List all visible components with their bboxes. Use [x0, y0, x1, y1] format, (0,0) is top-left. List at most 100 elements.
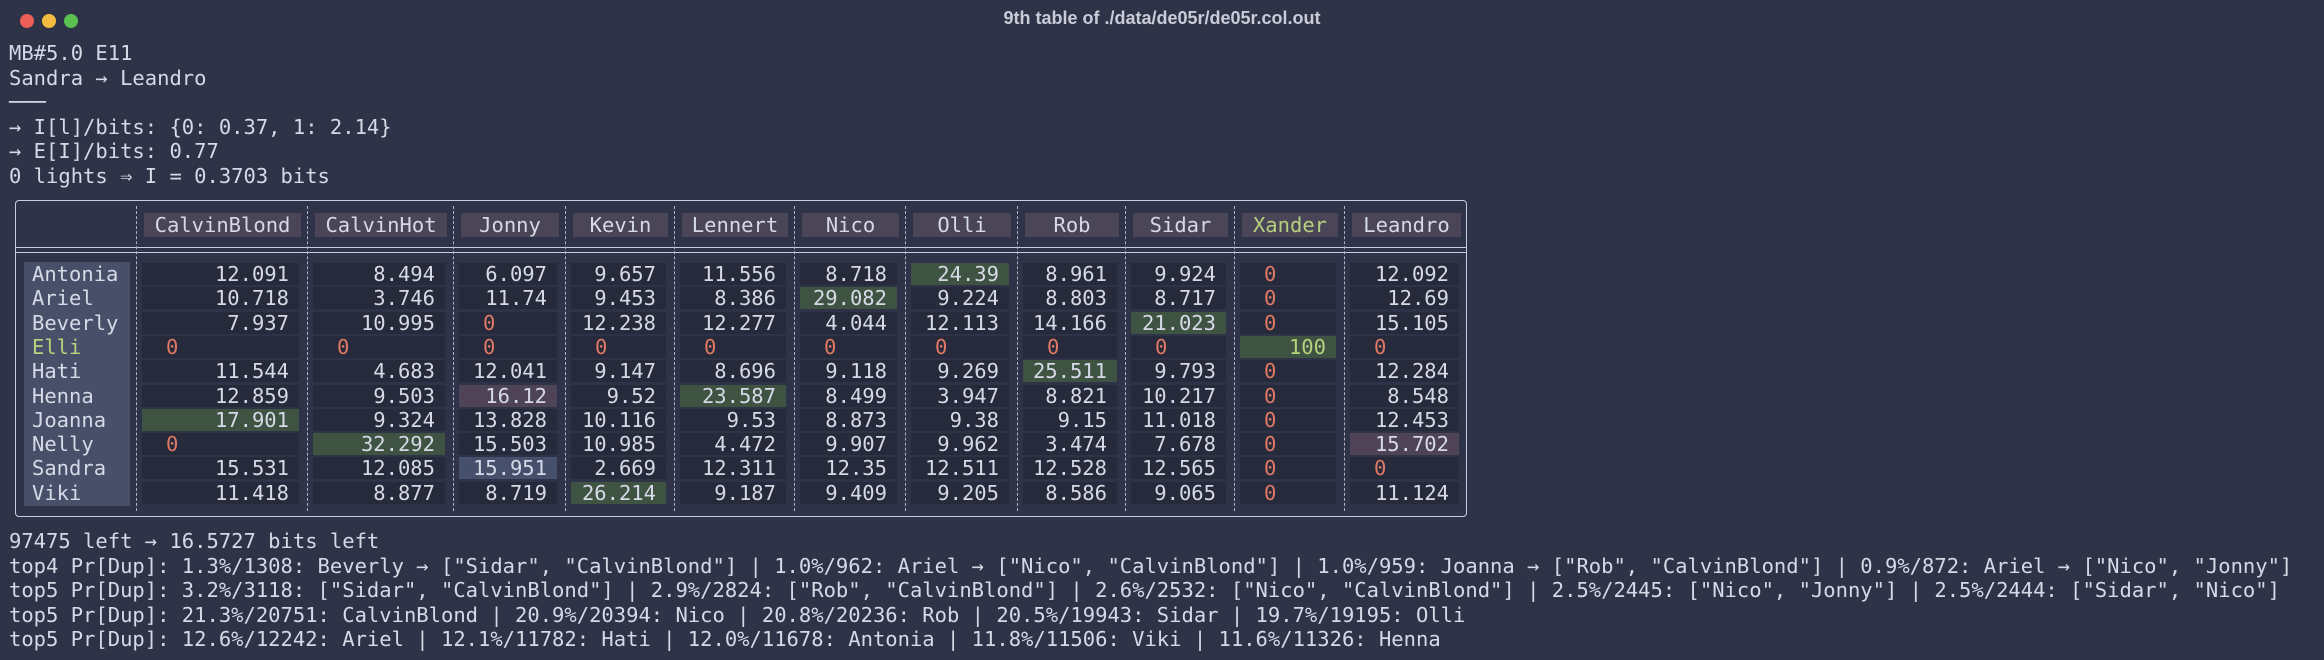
table-cell: 9.52: [606, 383, 656, 408]
cell-background: [459, 335, 557, 358]
header-separator: [16, 247, 1466, 248]
column-header: Olli: [913, 213, 1011, 237]
table-cell: 24.39: [937, 262, 999, 286]
cell-background: [459, 263, 557, 285]
column-divider: [1234, 206, 1235, 511]
table-cell: 0: [935, 334, 948, 359]
cell-background: [911, 433, 1009, 456]
cell-background: [680, 360, 786, 383]
cell-background: [680, 408, 786, 431]
table-cell: 16.12: [485, 383, 547, 408]
cell-background: [911, 311, 1009, 334]
table-cell: 2.669: [594, 456, 656, 481]
cell-background: [459, 433, 557, 456]
cell-background: [911, 481, 1009, 504]
cell-background: [142, 457, 299, 480]
minimize-button[interactable]: [42, 14, 56, 28]
row-label: Beverly: [32, 310, 119, 335]
table-cell: 3.746: [373, 286, 435, 311]
cell-background: [800, 433, 897, 456]
column-header: Leandro: [1352, 213, 1461, 237]
cell-background: [313, 408, 445, 431]
cell-background: [1240, 287, 1336, 310]
footer-line: top5 Pr[Dup]: 3.2%/3118: ["Sidar", "Calv…: [9, 578, 2280, 602]
table-cell: 9.924: [1154, 262, 1216, 286]
cell-background: [142, 360, 299, 383]
table-cell: 0: [824, 334, 837, 359]
cell-background: [1131, 481, 1226, 504]
cell-background: [1350, 408, 1459, 431]
cell-background: [142, 384, 299, 407]
table-cell: 11.124: [1374, 480, 1449, 505]
cell-background: [1350, 335, 1459, 358]
cell-background: [1350, 433, 1459, 456]
table-cell: 8.696: [714, 359, 776, 384]
table-cell: 12.113: [924, 310, 999, 335]
table-cell: 12.277: [701, 310, 776, 335]
row-label: Sandra: [32, 456, 107, 481]
table-cell: 12.453: [1374, 407, 1449, 432]
cell-background: [911, 384, 1009, 407]
table-cell: 11.544: [214, 359, 289, 384]
table-cell: 10.985: [581, 432, 656, 457]
table-cell: 9.503: [373, 383, 435, 408]
maximize-button[interactable]: [64, 14, 78, 28]
cell-background: [1023, 384, 1117, 407]
table-cell: 8.821: [1045, 383, 1107, 408]
table-cell: 0: [1264, 480, 1277, 505]
row-label-strip: [24, 262, 130, 506]
column-header: Xander: [1242, 213, 1338, 237]
table-cell: 12.565: [1141, 456, 1216, 481]
cell-background: [459, 481, 557, 504]
table-cell: 11.018: [1141, 407, 1216, 432]
table-frame: [15, 200, 1467, 517]
table-cell: 9.409: [825, 480, 887, 505]
table-cell: 10.116: [581, 407, 656, 432]
table-cell: 12.311: [701, 456, 776, 481]
cell-background: [1023, 481, 1117, 504]
cell-background: [571, 408, 666, 431]
table-cell: 17.901: [214, 407, 289, 432]
table-cell: 8.548: [1387, 383, 1449, 408]
cell-background: [1240, 360, 1336, 383]
close-button[interactable]: [20, 14, 34, 28]
table-cell: 8.961: [1045, 262, 1107, 286]
cell-background: [1131, 360, 1226, 383]
column-divider: [565, 206, 566, 511]
cell-background: [1131, 335, 1226, 358]
cell-background: [1350, 263, 1459, 285]
cell-background: [459, 408, 557, 431]
cell-background: [1131, 408, 1226, 431]
table-cell: 9.962: [937, 432, 999, 457]
cell-background: [142, 263, 299, 285]
table-cell: 9.147: [594, 359, 656, 384]
cell-background: [1023, 360, 1117, 383]
cell-background: [142, 311, 299, 334]
cell-background: [800, 457, 897, 480]
cell-background: [313, 433, 445, 456]
row-label: Hati: [32, 359, 82, 384]
cell-background: [313, 287, 445, 310]
cell-background: [571, 433, 666, 456]
column-header: Jonny: [461, 213, 559, 237]
table-cell: 15.503: [472, 432, 547, 457]
table-cell: 12.091: [214, 262, 289, 286]
table-cell: 11.74: [485, 286, 547, 311]
table-cell: 0: [1264, 262, 1277, 286]
table-cell: 12.041: [472, 359, 547, 384]
cell-background: [571, 481, 666, 504]
table-cell: 8.803: [1045, 286, 1107, 311]
table-cell: 23.587: [701, 383, 776, 408]
row-label: Viki: [32, 480, 82, 505]
table-cell: 9.224: [937, 286, 999, 311]
row-label: Antonia: [32, 262, 119, 286]
cell-background: [142, 335, 299, 358]
table-cell: 11.556: [701, 262, 776, 286]
table-cell: 4.044: [825, 310, 887, 335]
table-cell: 26.214: [581, 480, 656, 505]
cell-background: [911, 408, 1009, 431]
row-label: Henna: [32, 383, 94, 408]
table-cell: 25.511: [1032, 359, 1107, 384]
cell-background: [1240, 263, 1336, 285]
